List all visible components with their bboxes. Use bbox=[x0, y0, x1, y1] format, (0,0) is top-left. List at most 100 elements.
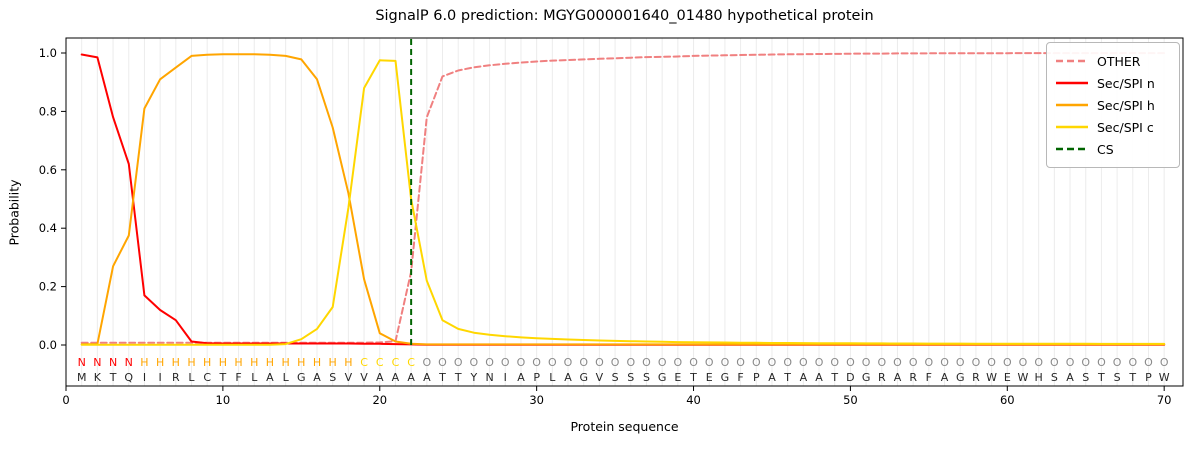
x-tick-label: 50 bbox=[843, 393, 858, 407]
series-other bbox=[80, 52, 1166, 344]
sequence-letter: A bbox=[1066, 371, 1074, 384]
sequence-letter: F bbox=[926, 371, 932, 384]
sequence-letter: L bbox=[549, 371, 556, 384]
sequence-letter: R bbox=[878, 371, 886, 384]
region-letter: H bbox=[250, 356, 258, 369]
region-letter: O bbox=[1034, 356, 1043, 369]
region-letter: O bbox=[1081, 356, 1090, 369]
sequence-letter: R bbox=[909, 371, 917, 384]
region-letter: O bbox=[1144, 356, 1153, 369]
region-letter: O bbox=[846, 356, 855, 369]
sequence-letter: T bbox=[454, 371, 462, 384]
sequence-letter: T bbox=[438, 371, 446, 384]
sequence-letter: G bbox=[297, 371, 306, 384]
region-letter: O bbox=[1113, 356, 1122, 369]
legend-item-sec-spi-c: Sec/SPI c bbox=[1055, 116, 1179, 138]
region-letter: C bbox=[392, 356, 400, 369]
sequence-letter: T bbox=[1097, 371, 1105, 384]
region-letter: H bbox=[313, 356, 321, 369]
sequence-letter: P bbox=[753, 371, 760, 384]
sequence-letter: P bbox=[1145, 371, 1152, 384]
sequence-letter: A bbox=[266, 371, 274, 384]
sequence-letter: A bbox=[313, 371, 321, 384]
y-tick-label: 0.4 bbox=[39, 221, 57, 235]
region-letter: O bbox=[815, 356, 824, 369]
region-letter: O bbox=[705, 356, 714, 369]
region-letter: O bbox=[611, 356, 620, 369]
legend-line-sample bbox=[1056, 147, 1088, 151]
region-letter: O bbox=[783, 356, 792, 369]
region-letter: H bbox=[172, 356, 180, 369]
region-letter: N bbox=[125, 356, 133, 369]
sequence-letter: A bbox=[800, 371, 808, 384]
sequence-letter: A bbox=[376, 371, 384, 384]
region-letter: O bbox=[768, 356, 777, 369]
region-letter: O bbox=[517, 356, 526, 369]
region-letter: O bbox=[972, 356, 981, 369]
region-letter: O bbox=[1019, 356, 1028, 369]
region-letter: N bbox=[93, 356, 101, 369]
legend-line-sample bbox=[1056, 103, 1088, 107]
y-tick-label: 0.0 bbox=[39, 338, 57, 352]
region-letter: C bbox=[360, 356, 368, 369]
region-letter: O bbox=[626, 356, 635, 369]
sequence-letter: H bbox=[1035, 371, 1043, 384]
sequence-letter: S bbox=[612, 371, 619, 384]
sequence-letter: V bbox=[360, 371, 368, 384]
region-letter: O bbox=[674, 356, 683, 369]
sequence-letter: N bbox=[485, 371, 493, 384]
region-letter: O bbox=[642, 356, 651, 369]
sequence-letter: V bbox=[596, 371, 604, 384]
region-letter: O bbox=[877, 356, 886, 369]
sequence-letter: E bbox=[1004, 371, 1011, 384]
region-letter: C bbox=[407, 356, 415, 369]
sequence-letter: L bbox=[188, 371, 195, 384]
region-letter: O bbox=[1160, 356, 1169, 369]
region-letter: H bbox=[297, 356, 305, 369]
sequence-letter: S bbox=[1114, 371, 1121, 384]
region-letter: O bbox=[1097, 356, 1106, 369]
region-letter: O bbox=[1050, 356, 1059, 369]
sequence-letter: L bbox=[251, 371, 258, 384]
series-sec-spi-n bbox=[80, 53, 1166, 346]
region-letter: O bbox=[940, 356, 949, 369]
sequence-letter: Q bbox=[124, 371, 133, 384]
sequence-letter: A bbox=[407, 371, 415, 384]
region-letter: O bbox=[501, 356, 510, 369]
region-letter: H bbox=[329, 356, 337, 369]
sequence-letter: E bbox=[674, 371, 681, 384]
sequence-letter: S bbox=[1082, 371, 1089, 384]
region-letter: H bbox=[266, 356, 274, 369]
region-letter: O bbox=[422, 356, 431, 369]
x-tick-label: 0 bbox=[62, 393, 69, 407]
sequence-letter: W bbox=[986, 371, 997, 384]
region-letter: O bbox=[470, 356, 479, 369]
sequence-letter: F bbox=[235, 371, 241, 384]
x-tick-label: 40 bbox=[686, 393, 701, 407]
region-letter: O bbox=[454, 356, 463, 369]
region-letter: O bbox=[1003, 356, 1012, 369]
x-tick-label: 60 bbox=[1000, 393, 1015, 407]
region-letter: O bbox=[658, 356, 667, 369]
region-letter: O bbox=[1066, 356, 1075, 369]
sequence-letter: R bbox=[972, 371, 980, 384]
sequence-letter: A bbox=[894, 371, 902, 384]
legend-label: Sec/SPI n bbox=[1097, 75, 1155, 91]
region-letter: O bbox=[579, 356, 588, 369]
region-letter: O bbox=[862, 356, 871, 369]
region-letter: O bbox=[485, 356, 494, 369]
region-letter: O bbox=[925, 356, 934, 369]
region-letter: O bbox=[532, 356, 541, 369]
legend-label: OTHER bbox=[1097, 53, 1141, 69]
sequence-letter: I bbox=[159, 371, 162, 384]
axes-frame bbox=[65, 37, 1184, 387]
region-letter: O bbox=[595, 356, 604, 369]
region-letter: O bbox=[548, 356, 557, 369]
sequence-letter: G bbox=[658, 371, 667, 384]
legend-item-cs: CS bbox=[1055, 138, 1179, 160]
series-sec-spi-h bbox=[80, 53, 1166, 346]
sequence-letter: S bbox=[643, 371, 650, 384]
region-letter: O bbox=[438, 356, 447, 369]
legend-label: Sec/SPI c bbox=[1097, 119, 1154, 135]
